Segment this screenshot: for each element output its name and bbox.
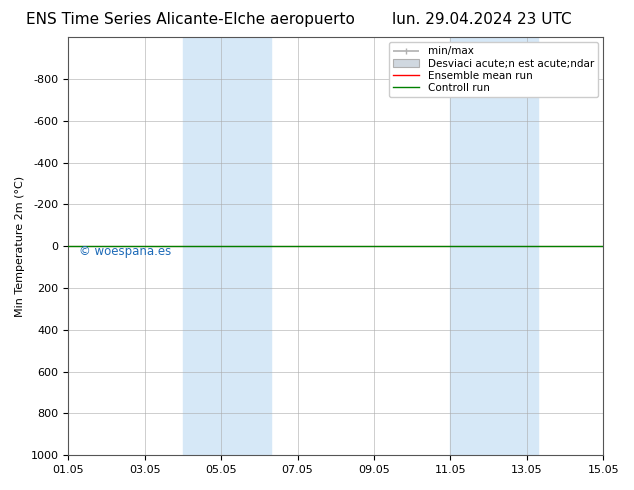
Legend: min/max, Desviaci acute;n est acute;ndar, Ensemble mean run, Controll run: min/max, Desviaci acute;n est acute;ndar… bbox=[389, 42, 598, 97]
Text: ENS Time Series Alicante-Elche aeropuerto: ENS Time Series Alicante-Elche aeropuert… bbox=[26, 12, 354, 27]
Bar bbox=[450, 37, 538, 455]
Text: © woespana.es: © woespana.es bbox=[79, 245, 171, 258]
Y-axis label: Min Temperature 2m (°C): Min Temperature 2m (°C) bbox=[15, 175, 25, 317]
Bar bbox=[183, 37, 271, 455]
Text: lun. 29.04.2024 23 UTC: lun. 29.04.2024 23 UTC bbox=[392, 12, 572, 27]
